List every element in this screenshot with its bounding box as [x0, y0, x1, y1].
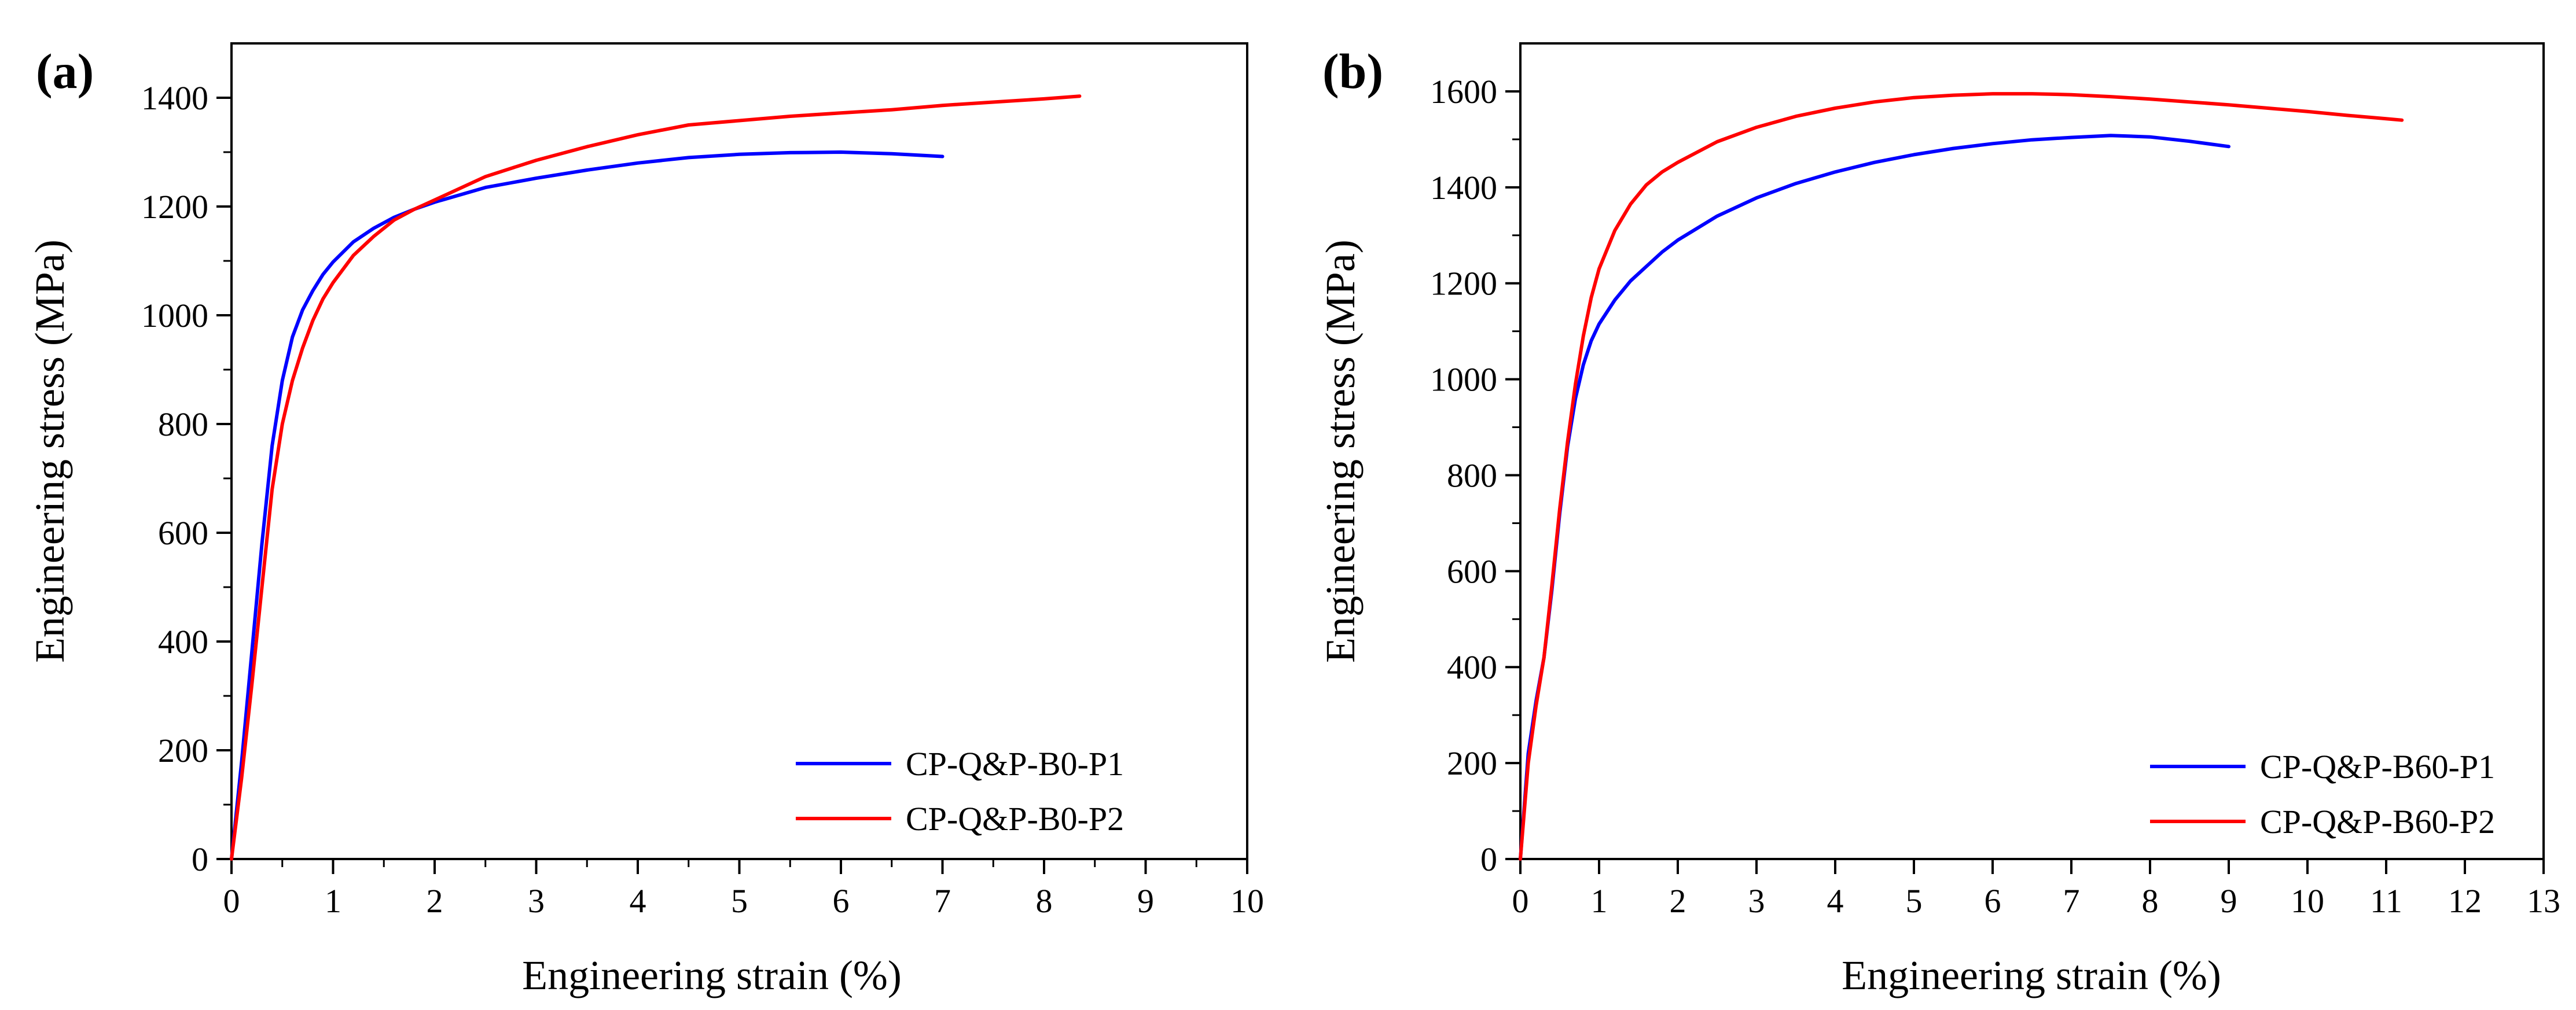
x-tick-label: 5: [1906, 882, 1923, 920]
x-tick-label: 12: [2448, 882, 2482, 920]
series-line-1: [230, 150, 945, 861]
x-tick-label: 10: [2291, 882, 2324, 920]
y-tick-label: 1200: [141, 188, 208, 226]
series-line-1: [1519, 134, 2230, 861]
panel-label: (a): [36, 43, 94, 99]
x-tick-label: 0: [1512, 882, 1529, 920]
y-tick-label: 1000: [1430, 361, 1497, 399]
x-axis-title: Engineering strain (%): [1842, 952, 2221, 998]
y-tick-label: 800: [158, 406, 208, 443]
x-tick-label: 7: [2063, 882, 2080, 920]
x-tick-label: 7: [934, 882, 951, 920]
y-tick-label: 0: [192, 841, 208, 878]
y-tick-label: 1400: [141, 79, 208, 117]
x-tick-label: 2: [1670, 882, 1686, 920]
y-tick-label: 400: [158, 623, 208, 661]
x-tick-label: 8: [2142, 882, 2159, 920]
y-tick-label: 200: [158, 732, 208, 769]
x-axis-title: Engineering strain (%): [522, 952, 902, 998]
series-line-2: [1519, 92, 2404, 861]
x-tick-label: 1: [325, 882, 341, 920]
x-tick-label: 9: [2221, 882, 2237, 920]
legend-label: CP-Q&P-B0-P2: [906, 800, 1124, 838]
plot-frame: [230, 42, 1248, 860]
y-tick-label: 1200: [1430, 265, 1497, 303]
y-tick-label: 400: [1447, 648, 1497, 686]
panel-label: (b): [1322, 43, 1383, 99]
x-tick-label: 6: [1985, 882, 2001, 920]
x-tick-label: 8: [1036, 882, 1053, 920]
plot-frame: [1519, 42, 2545, 860]
x-tick-label: 0: [223, 882, 240, 920]
legend-label: CP-Q&P-B60-P1: [2260, 748, 2495, 786]
y-tick-label: 1000: [141, 297, 208, 334]
legend-label: CP-Q&P-B60-P2: [2260, 803, 2495, 841]
x-tick-label: 13: [2527, 882, 2560, 920]
chart-panel-a: 0 1 2 3 4 5 6 7 8 9 10 0 200 400 600 800 1000 1200 1400 Eng…: [27, 42, 1264, 998]
y-tick-label: 0: [1480, 841, 1497, 878]
x-tick-label: 3: [1748, 882, 1765, 920]
y-axis-title: Engineering stress (MPa): [1317, 239, 1364, 663]
x-tick-label: 6: [833, 882, 850, 920]
series-line-2: [230, 94, 1082, 861]
chart-panel-b: 0 1 2 3 4 5 6 7 8 9 10 11 12 130200400600800100012001…: [1317, 42, 2560, 998]
legend-label: CP-Q&P-B0-P1: [906, 745, 1124, 783]
y-tick-label: 1400: [1430, 169, 1497, 207]
y-tick-label: 600: [158, 514, 208, 552]
y-axis-title: Engineering stress (MPa): [27, 239, 73, 663]
x-tick-label: 4: [630, 882, 646, 920]
y-tick-label: 600: [1447, 552, 1497, 590]
x-tick-label: 4: [1827, 882, 1844, 920]
x-tick-label: 1: [1591, 882, 1608, 920]
x-tick-label: 10: [1230, 882, 1264, 920]
x-tick-label: 9: [1137, 882, 1154, 920]
y-tick-label: 200: [1447, 744, 1497, 782]
y-tick-label: 1600: [1430, 73, 1497, 110]
y-tick-label: 800: [1447, 456, 1497, 494]
x-tick-label: 5: [731, 882, 748, 920]
x-tick-label: 2: [427, 882, 443, 920]
x-tick-label: 11: [2370, 882, 2402, 920]
x-tick-label: 3: [528, 882, 545, 920]
